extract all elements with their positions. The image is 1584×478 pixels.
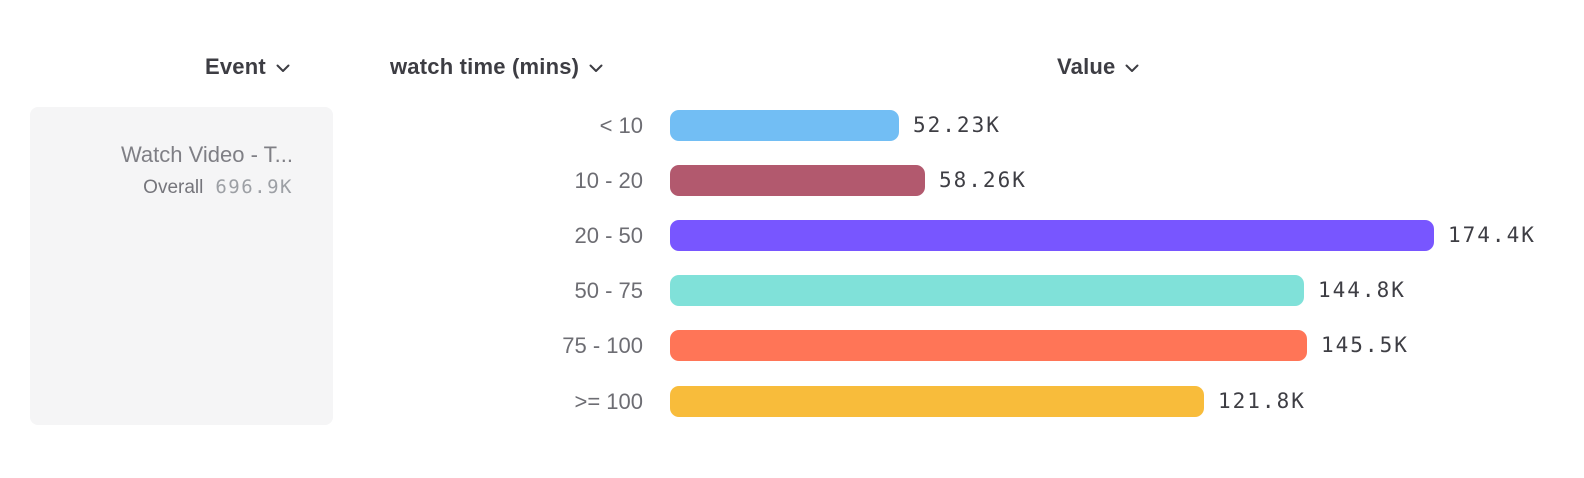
chart-row: >= 100 121.8K [0, 385, 1584, 417]
bucket-label: 75 - 100 [562, 333, 643, 359]
column-header-value[interactable]: Value [1057, 52, 1139, 82]
column-header-event-label: Event [205, 54, 266, 79]
column-header-event[interactable]: Event [205, 52, 290, 82]
value-bar[interactable] [670, 219, 1434, 251]
column-header-watch-time-label: watch time (mins) [390, 54, 580, 79]
value-bar[interactable] [670, 385, 1204, 417]
chart-row: < 10 52.23K [0, 109, 1584, 141]
chevron-down-icon [276, 64, 290, 73]
column-header-watch-time[interactable]: watch time (mins) [390, 52, 603, 82]
value-label: 144.8K [1318, 278, 1406, 303]
value-bar[interactable] [670, 275, 1304, 307]
bucket-label: 20 - 50 [574, 222, 644, 248]
chart-row: 50 - 75 144.8K [0, 275, 1584, 307]
event-title: Watch Video - T... [120, 142, 293, 167]
chart-row: 10 - 20 58.26K [0, 164, 1584, 196]
bucket-label: 10 - 20 [574, 167, 644, 193]
overall-value: 696.9K [215, 176, 293, 198]
chevron-down-icon [1125, 64, 1139, 73]
bucket-label: >= 100 [574, 388, 643, 414]
column-header-value-label: Value [1057, 54, 1116, 79]
value-bar[interactable] [670, 109, 899, 141]
chart-row: 75 - 100 145.5K [0, 330, 1584, 362]
bucket-label: 50 - 75 [574, 278, 644, 304]
event-overall-row: Overall 696.9K [50, 176, 293, 199]
value-label: 58.26K [939, 167, 1027, 192]
bucket-label: < 10 [599, 112, 643, 138]
value-label: 145.5K [1321, 333, 1409, 358]
chevron-down-icon [589, 64, 603, 73]
overall-label: Overall [143, 177, 204, 198]
value-label: 52.23K [913, 112, 1001, 137]
value-bar[interactable] [670, 164, 925, 196]
value-bar[interactable] [670, 330, 1307, 362]
chart-row: 20 - 50 174.4K [0, 219, 1584, 251]
value-label: 174.4K [1448, 222, 1536, 247]
event-card[interactable]: Watch Video - T... Overall 696.9K [30, 107, 333, 425]
value-label: 121.8K [1218, 388, 1306, 413]
